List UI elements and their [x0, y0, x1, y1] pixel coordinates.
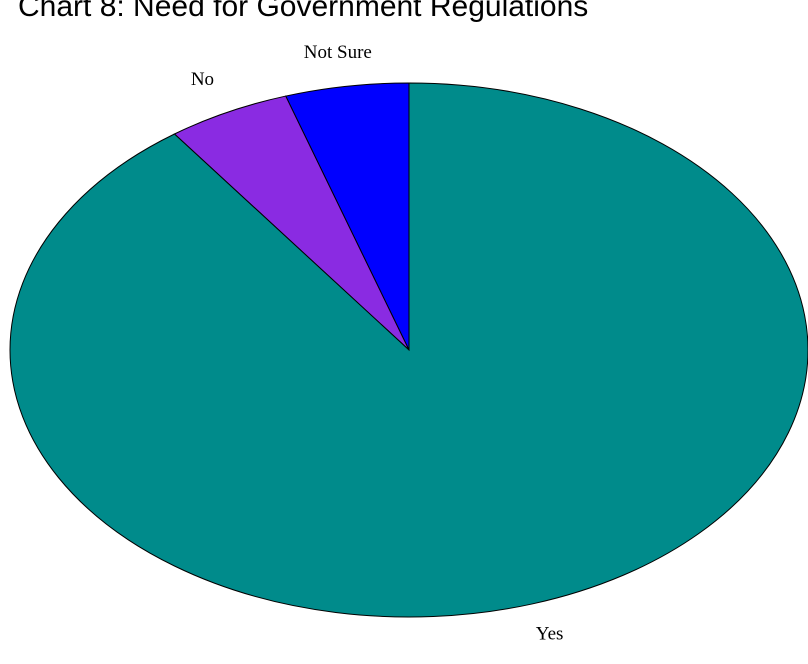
slice-label-no: No — [191, 69, 214, 90]
slice-label-not-sure: Not Sure — [304, 42, 372, 63]
slice-label-yes: Yes — [536, 624, 564, 645]
chart-title: Chart 8: Need for Government Regulations — [18, 0, 589, 23]
pie-slice-yes — [9, 82, 808, 618]
